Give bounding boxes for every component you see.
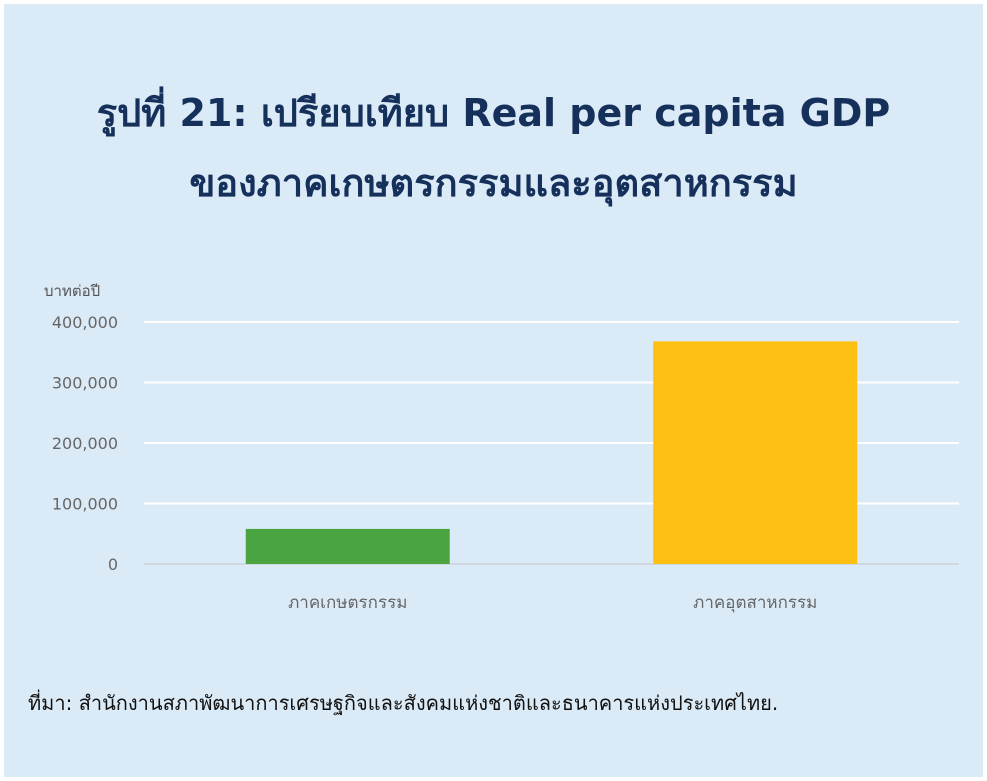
source-note: ที่มา: สำนักงานสภาพัฒนาการเศรษฐกิจและสัง…: [28, 691, 779, 715]
chart-title-line-2: ของภาคเกษตรกรรมและอุตสาหกรรม: [189, 161, 798, 205]
bar-chart: บาทต่อปี 0 100,000 200,000 300,000 400,000 ภ…: [44, 282, 959, 613]
chart-title-line-1: รูปที่ 21: เปรียบเทียบ Real per capita G…: [96, 91, 891, 135]
y-tick-label: 400,000: [52, 313, 118, 332]
x-tick-label: ภาคเกษตรกรรม: [288, 593, 407, 613]
y-axis-label: บาทต่อปี: [44, 282, 100, 300]
bar-2: [653, 341, 858, 564]
infographic-panel: รูปที่ 21: เปรียบเทียบ Real per capita G…: [4, 4, 983, 777]
x-axis-ticks: ภาคเกษตรกรรม ภาคอุตสาหกรรม: [288, 593, 817, 613]
y-tick-label: 300,000: [52, 374, 118, 393]
bars: [245, 341, 858, 564]
y-axis-ticks: 0 100,000 200,000 300,000 400,000: [52, 313, 118, 574]
x-tick-label: ภาคอุตสาหกรรม: [693, 593, 817, 613]
y-tick-label: 0: [108, 555, 118, 574]
y-tick-label: 200,000: [52, 434, 118, 453]
y-tick-label: 100,000: [52, 495, 118, 514]
bar-1: [245, 528, 450, 564]
